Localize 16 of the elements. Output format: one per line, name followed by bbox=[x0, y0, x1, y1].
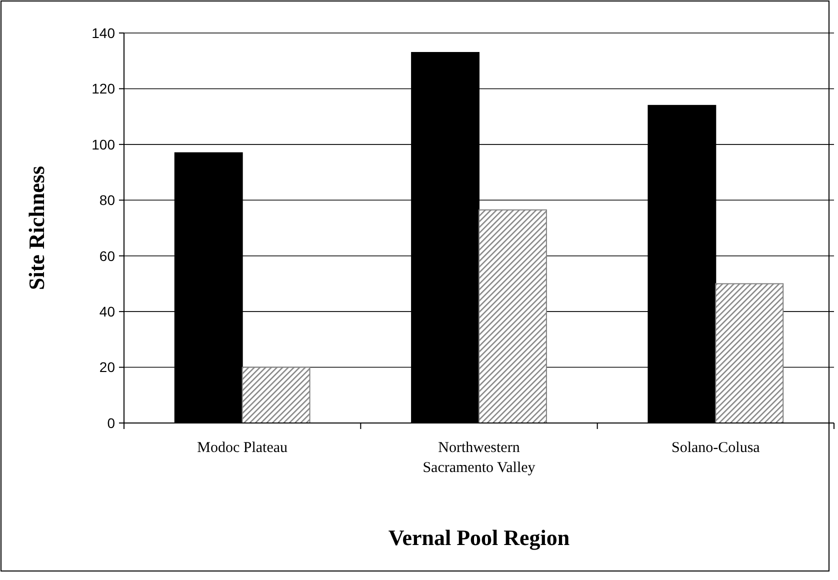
x-tick-label: Modoc Plateau bbox=[197, 440, 288, 456]
y-tick-label: 140 bbox=[92, 24, 116, 41]
y-tick-label: 40 bbox=[99, 303, 116, 320]
bar bbox=[242, 366, 310, 424]
x-tick-label: Solano-Colusa bbox=[671, 440, 760, 456]
x-axis-title: Vernal Pool Region bbox=[388, 525, 570, 550]
bar bbox=[715, 283, 784, 424]
bar bbox=[478, 209, 547, 424]
y-tick-label: 80 bbox=[99, 192, 116, 208]
y-tick-label: 0 bbox=[107, 414, 116, 431]
x-tick-label: Northwestern Sacramento Valley bbox=[422, 440, 536, 476]
y-tick-label: 100 bbox=[92, 136, 116, 152]
y-tick-label: 60 bbox=[99, 248, 116, 264]
y-tick-label: 120 bbox=[92, 80, 116, 97]
y-axis-title: Site Richness bbox=[24, 166, 49, 290]
y-tick-label: 20 bbox=[99, 359, 116, 376]
